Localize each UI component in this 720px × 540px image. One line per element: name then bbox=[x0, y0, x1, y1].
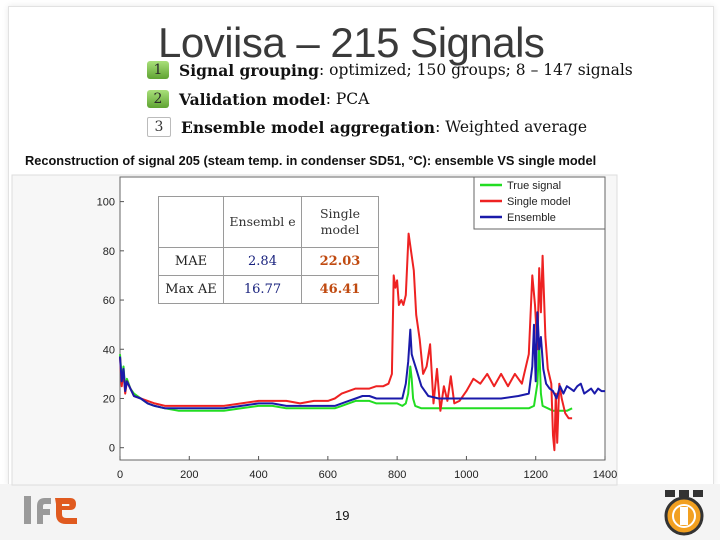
row-label: Max AE bbox=[158, 275, 224, 304]
chart-title: Reconstruction of signal 205 (steam temp… bbox=[25, 153, 597, 168]
x-tick-label: 600 bbox=[319, 469, 337, 481]
y-tick-label: 80 bbox=[103, 246, 115, 258]
x-tick-label: 1000 bbox=[454, 469, 478, 481]
bullet-text: : PCA bbox=[325, 90, 370, 108]
x-tick-label: 1400 bbox=[593, 469, 617, 481]
y-tick-label: 0 bbox=[109, 443, 115, 455]
y-tick-label: 60 bbox=[103, 295, 115, 307]
col-header-single: Single model bbox=[301, 196, 379, 248]
y-tick-label: 100 bbox=[97, 197, 115, 209]
table-row: Max AE 16.77 46.41 bbox=[158, 275, 379, 304]
legend-label: Single model bbox=[507, 196, 571, 208]
series-line-ensemble bbox=[119, 311, 605, 410]
col-header-ensemble: Ensembl e bbox=[223, 196, 302, 248]
footer-band bbox=[0, 484, 720, 540]
series-layer bbox=[119, 232, 605, 452]
table-row: MAE 2.84 22.03 bbox=[158, 247, 379, 276]
x-tick-label: 1200 bbox=[523, 469, 547, 481]
table-header-row: Ensembl e Single model bbox=[158, 196, 379, 248]
bullet-text: : optimized; 150 groups; 8 – 147 signals bbox=[318, 61, 633, 79]
single-value: 22.03 bbox=[301, 247, 379, 276]
bullet-number: 3 bbox=[147, 117, 171, 137]
x-tick-label: 0 bbox=[117, 469, 123, 481]
axis-layer: 0 200 400 600 800 1000 1200 1400 0 20 40 60 80 100 bbox=[97, 197, 618, 481]
bullet-strong: Ensemble model aggregation bbox=[181, 117, 436, 137]
bullet-ensemble-aggregation: 3 Ensemble model aggregation: Weighted a… bbox=[147, 117, 587, 137]
legend: True signal Single model Ensemble bbox=[473, 176, 606, 230]
ensemble-value: 2.84 bbox=[223, 247, 302, 276]
bullet-signal-grouping: 1 Signal grouping: optimized; 150 groups… bbox=[147, 60, 633, 80]
table-corner-cell bbox=[158, 196, 224, 248]
bullet-text: : Weighted average bbox=[435, 118, 588, 136]
single-value: 46.41 bbox=[301, 275, 379, 304]
x-tick-label: 800 bbox=[388, 469, 406, 481]
error-table: Ensembl e Single model MAE 2.84 22.03 Ma… bbox=[158, 196, 379, 304]
page-number: 19 bbox=[335, 508, 350, 523]
slide-title: Loviisa – 215 Signals bbox=[158, 19, 545, 66]
row-label: MAE bbox=[158, 247, 224, 276]
y-tick-label: 40 bbox=[103, 344, 115, 356]
x-tick-label: 400 bbox=[249, 469, 267, 481]
bullet-number: 1 bbox=[147, 61, 169, 79]
crest-logo bbox=[664, 490, 704, 536]
ife-logo bbox=[24, 496, 77, 524]
series-line-single-model bbox=[119, 232, 573, 452]
y-tick-label: 20 bbox=[103, 393, 115, 405]
ensemble-value: 16.77 bbox=[223, 275, 302, 304]
bullet-strong: Signal grouping bbox=[179, 60, 319, 80]
legend-label: True signal bbox=[507, 180, 561, 192]
legend-label: Ensemble bbox=[507, 212, 556, 224]
x-tick-label: 200 bbox=[180, 469, 198, 481]
bullet-number: 2 bbox=[147, 90, 169, 108]
bullet-strong: Validation model bbox=[179, 89, 326, 109]
bullet-validation-model: 2 Validation model: PCA bbox=[147, 89, 369, 109]
